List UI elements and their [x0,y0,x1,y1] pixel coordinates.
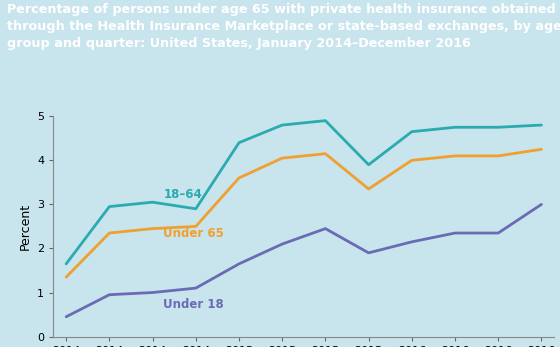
Text: 18–64: 18–64 [164,188,202,201]
Y-axis label: Percent: Percent [18,203,31,250]
Text: Under 65: Under 65 [164,227,224,240]
Text: Percentage of persons under age 65 with private health insurance obtained
throug: Percentage of persons under age 65 with … [7,3,560,50]
Text: Under 18: Under 18 [164,298,224,311]
